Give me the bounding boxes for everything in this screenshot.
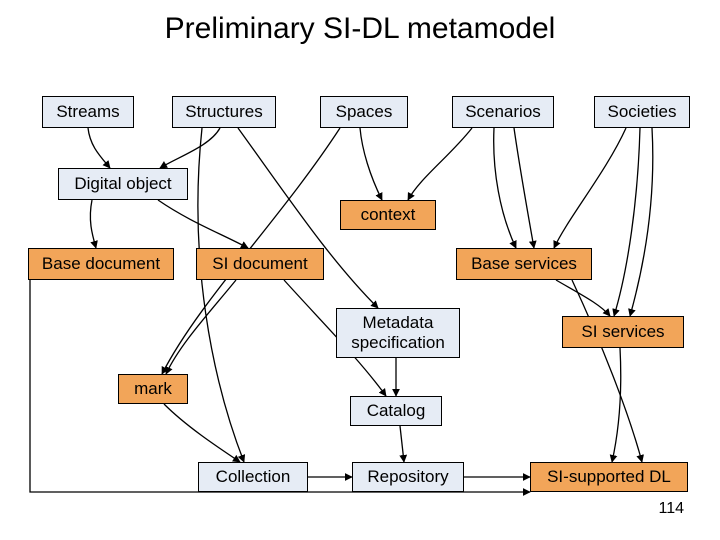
edge-scenarios-context [408,128,472,200]
edge-structures-collection [198,128,244,462]
node-collection: Collection [198,462,308,492]
node-siserv: SI services [562,316,684,348]
diagram-stage: Preliminary SI-DL metamodel Streams Struc… [0,0,720,540]
edge-digital-sidoc [158,200,248,248]
node-baseserv: Base services [456,248,592,280]
edge-sidoc-mark [166,280,236,374]
node-sidl: SI-supported DL [530,462,688,492]
page-number: 114 [658,500,684,518]
edge-scenarios-baseserv2 [514,128,534,248]
edge-societies-baseserv [554,128,626,248]
node-basedoc: Base document [28,248,174,280]
edge-baseserv-siserv [556,280,610,316]
edge-baseserv-sidl [572,280,642,462]
edge-siserv-sidl [612,348,621,462]
node-digital: Digital object [58,168,188,200]
page-title: Preliminary SI-DL metamodel [0,12,720,46]
edge-mark-collection [164,404,240,462]
node-context: context [340,200,436,230]
node-metadata: Metadata specification [336,308,460,358]
edge-digital-basedoc [90,200,96,248]
node-streams: Streams [42,96,134,128]
node-structures: Structures [172,96,276,128]
edge-catalog-repository [400,426,404,462]
node-catalog: Catalog [350,396,442,426]
node-repository: Repository [352,462,464,492]
edge-scenarios-baseserv [494,128,516,248]
node-sidoc: SI document [196,248,324,280]
node-societies: Societies [594,96,690,128]
edge-spaces-context [360,128,382,200]
edge-societies-siserv2 [614,128,640,316]
edge-societies-siserv [630,128,653,316]
node-mark: mark [118,374,188,404]
edge-streams-digital [88,128,110,168]
node-spaces: Spaces [320,96,408,128]
edge-structures-digital [160,128,220,168]
node-scenarios: Scenarios [452,96,554,128]
